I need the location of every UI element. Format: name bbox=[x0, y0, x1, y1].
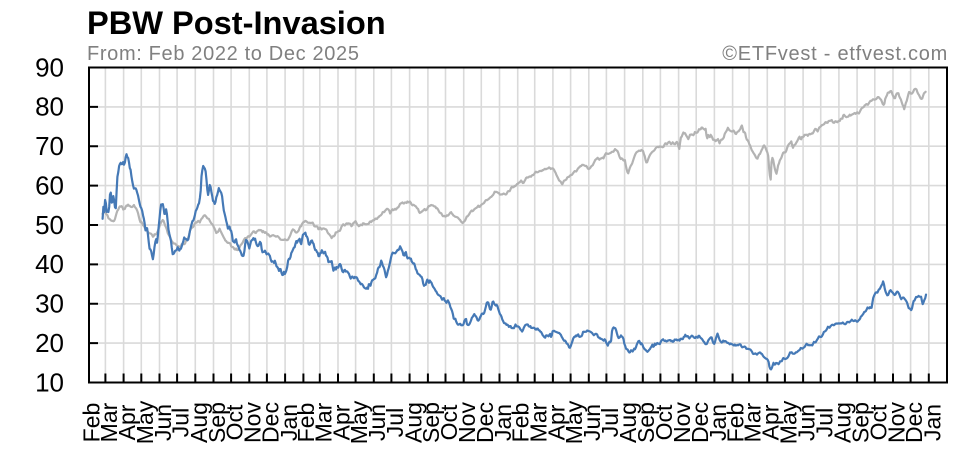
svg-text:80: 80 bbox=[35, 92, 64, 122]
svg-text:Sep: Sep bbox=[633, 402, 659, 443]
svg-text:Nov: Nov bbox=[669, 402, 695, 443]
svg-text:Nov: Nov bbox=[454, 402, 480, 443]
svg-text:From: Feb 2022 to Dec 2025: From: Feb 2022 to Dec 2025 bbox=[87, 43, 360, 65]
svg-text:Jan: Jan bbox=[276, 404, 302, 441]
svg-text:Apr: Apr bbox=[543, 404, 569, 440]
svg-text:©ETFvest - etfvest.com: ©ETFvest - etfvest.com bbox=[722, 43, 948, 65]
svg-text:Aug: Aug bbox=[615, 402, 641, 443]
svg-text:Jun: Jun bbox=[364, 404, 390, 441]
svg-text:Oct: Oct bbox=[436, 404, 462, 440]
svg-text:PBW Post-Invasion: PBW Post-Invasion bbox=[87, 4, 386, 41]
svg-text:Mar: Mar bbox=[525, 402, 551, 442]
svg-text:Jul: Jul bbox=[168, 408, 194, 437]
svg-text:Mar: Mar bbox=[96, 402, 122, 442]
svg-text:Jan: Jan bbox=[919, 404, 945, 441]
svg-text:Feb: Feb bbox=[508, 403, 534, 443]
svg-text:50: 50 bbox=[35, 210, 64, 240]
svg-text:Dec: Dec bbox=[472, 402, 498, 443]
svg-text:May: May bbox=[776, 400, 802, 444]
svg-text:Jan: Jan bbox=[705, 404, 731, 441]
svg-text:90: 90 bbox=[35, 52, 64, 82]
svg-text:Jun: Jun bbox=[150, 404, 176, 441]
svg-text:Apr: Apr bbox=[328, 404, 354, 440]
svg-text:Jul: Jul bbox=[382, 408, 408, 437]
svg-text:Nov: Nov bbox=[883, 402, 909, 443]
svg-text:Sep: Sep bbox=[418, 402, 444, 443]
svg-text:70: 70 bbox=[35, 131, 64, 161]
svg-text:20: 20 bbox=[35, 328, 64, 358]
svg-text:Nov: Nov bbox=[240, 402, 266, 443]
svg-text:Dec: Dec bbox=[901, 402, 927, 443]
svg-text:60: 60 bbox=[35, 170, 64, 200]
svg-text:Apr: Apr bbox=[758, 404, 784, 440]
svg-text:Apr: Apr bbox=[114, 404, 140, 440]
svg-text:Mar: Mar bbox=[740, 402, 766, 442]
svg-text:Dec: Dec bbox=[258, 402, 284, 443]
svg-text:Aug: Aug bbox=[830, 402, 856, 443]
svg-text:10: 10 bbox=[35, 367, 64, 397]
svg-text:Aug: Aug bbox=[186, 402, 212, 443]
svg-text:Sep: Sep bbox=[204, 402, 230, 443]
svg-text:Jun: Jun bbox=[579, 404, 605, 441]
svg-text:Sep: Sep bbox=[848, 402, 874, 443]
svg-text:30: 30 bbox=[35, 289, 64, 319]
svg-text:Jul: Jul bbox=[811, 408, 837, 437]
svg-text:May: May bbox=[132, 400, 158, 444]
svg-text:Jul: Jul bbox=[597, 408, 623, 437]
svg-text:May: May bbox=[346, 400, 372, 444]
svg-text:May: May bbox=[561, 400, 587, 444]
svg-text:Feb: Feb bbox=[293, 403, 319, 443]
svg-text:Dec: Dec bbox=[687, 402, 713, 443]
svg-text:Jun: Jun bbox=[793, 404, 819, 441]
svg-text:Oct: Oct bbox=[651, 404, 677, 440]
svg-text:Aug: Aug bbox=[400, 402, 426, 443]
svg-text:40: 40 bbox=[35, 249, 64, 279]
svg-text:Mar: Mar bbox=[310, 402, 336, 442]
svg-text:Oct: Oct bbox=[222, 404, 248, 440]
svg-text:Feb: Feb bbox=[722, 403, 748, 443]
svg-text:Feb: Feb bbox=[79, 403, 105, 443]
svg-text:Jan: Jan bbox=[490, 404, 516, 441]
svg-text:Oct: Oct bbox=[865, 404, 891, 440]
